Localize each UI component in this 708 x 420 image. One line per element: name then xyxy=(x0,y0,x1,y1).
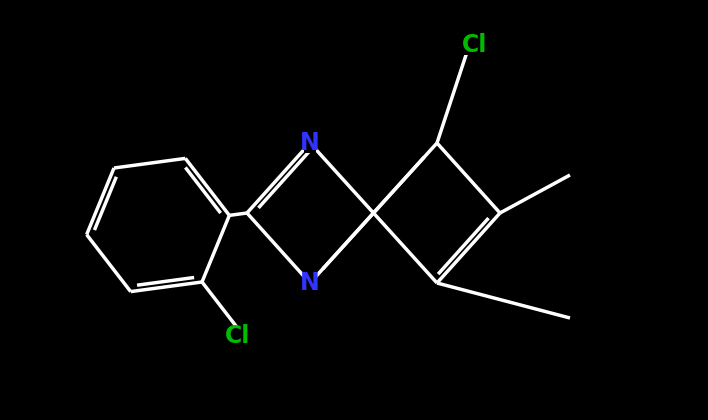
Text: N: N xyxy=(300,131,320,155)
Bar xyxy=(304,273,316,293)
Text: N: N xyxy=(300,271,320,295)
Text: Cl: Cl xyxy=(462,33,488,57)
Bar xyxy=(304,133,316,153)
Bar xyxy=(463,35,487,55)
Text: Cl: Cl xyxy=(224,324,250,348)
Bar xyxy=(226,326,249,346)
